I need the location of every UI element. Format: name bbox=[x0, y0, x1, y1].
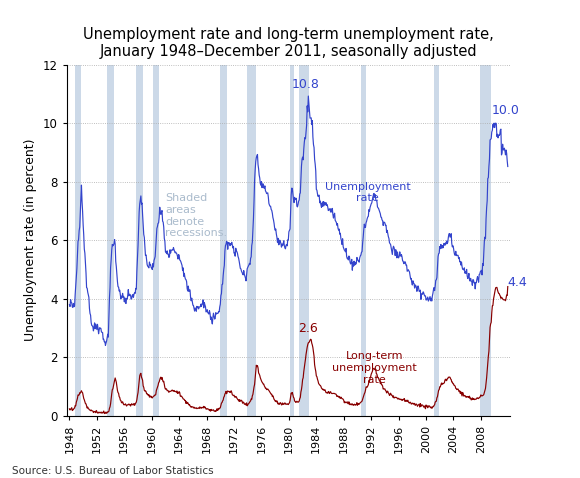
Bar bbox=[480, 65, 491, 416]
Text: 2.6: 2.6 bbox=[298, 322, 318, 336]
Text: 4.4: 4.4 bbox=[507, 276, 527, 289]
Bar bbox=[107, 65, 114, 416]
Bar bbox=[299, 65, 309, 416]
Text: Shaded
areas
denote
recessions.: Shaded areas denote recessions. bbox=[165, 194, 227, 238]
Bar bbox=[136, 65, 143, 416]
Bar bbox=[75, 65, 81, 416]
Text: Unemployment
rate: Unemployment rate bbox=[325, 182, 411, 203]
Title: Unemployment rate and long-term unemployment rate,
January 1948–December 2011, s: Unemployment rate and long-term unemploy… bbox=[83, 27, 494, 59]
Text: Source: U.S. Bureau of Labor Statistics: Source: U.S. Bureau of Labor Statistics bbox=[12, 466, 213, 476]
Text: Long-term
unemployment
rate: Long-term unemployment rate bbox=[332, 351, 417, 385]
Y-axis label: Unemployment rate (in percent): Unemployment rate (in percent) bbox=[24, 139, 37, 341]
Text: 10.8: 10.8 bbox=[292, 78, 320, 91]
Bar bbox=[361, 65, 366, 416]
Text: 10.0: 10.0 bbox=[492, 104, 520, 117]
Bar bbox=[290, 65, 294, 416]
Bar bbox=[247, 65, 256, 416]
Bar bbox=[220, 65, 227, 416]
Bar bbox=[154, 65, 158, 416]
Bar bbox=[434, 65, 439, 416]
